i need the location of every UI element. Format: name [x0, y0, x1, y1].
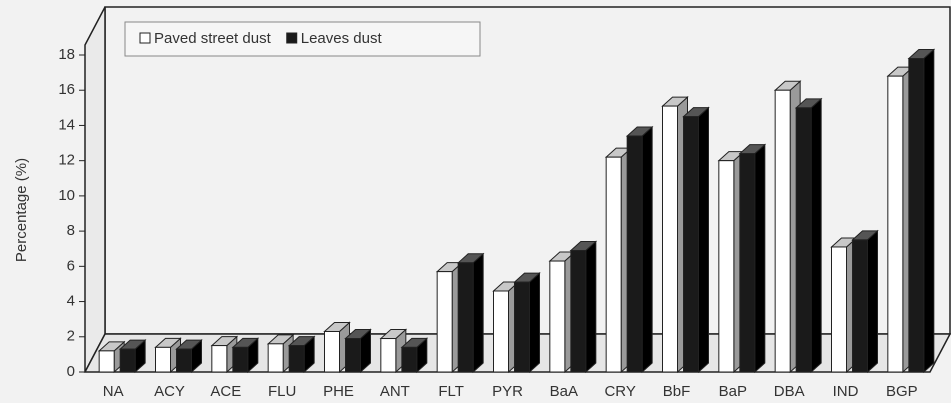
bar	[774, 89, 791, 373]
bar	[211, 345, 228, 373]
x-tick-label: CRY	[604, 383, 635, 400]
bar-side	[867, 229, 878, 374]
x-tick-label: BaA	[550, 383, 578, 400]
bar	[401, 346, 418, 373]
bar	[887, 75, 904, 373]
bar	[662, 105, 678, 373]
y-tick-label: 14	[58, 116, 75, 133]
bar	[119, 348, 136, 373]
bar-side	[529, 272, 540, 374]
legend-label: Paved street dust	[154, 30, 272, 47]
x-tick-label: BbF	[663, 383, 691, 400]
bar	[98, 350, 115, 373]
x-tick-label: PHE	[323, 383, 354, 400]
x-tick-label: ACY	[154, 383, 185, 400]
y-tick-label: 8	[67, 222, 75, 239]
bar-side	[810, 97, 822, 374]
y-tick-label: 12	[58, 152, 75, 169]
x-tick-label: BaP	[719, 383, 747, 400]
legend	[124, 21, 481, 57]
bar	[436, 271, 453, 373]
legend-label: Leaves dust	[301, 30, 383, 47]
bar-side	[754, 143, 766, 374]
bar	[718, 160, 735, 373]
bar	[908, 58, 925, 373]
y-tick-label: 2	[67, 328, 75, 345]
left-wall	[84, 6, 106, 373]
bar	[626, 135, 643, 373]
x-tick-label: BGP	[886, 383, 918, 400]
bar-side	[698, 106, 709, 374]
x-tick-label: FLU	[268, 383, 296, 400]
y-axis-label: Percentage (%)	[13, 158, 30, 262]
bar	[155, 346, 171, 373]
legend-swatch	[286, 32, 298, 44]
x-tick-label: NA	[103, 383, 124, 400]
bar	[605, 156, 622, 373]
bar	[267, 343, 284, 373]
bar	[795, 107, 812, 373]
bar	[852, 239, 868, 373]
y-tick-label: 4	[67, 293, 75, 310]
x-tick-label: ANT	[380, 383, 410, 400]
bar	[232, 346, 249, 373]
bar	[176, 348, 192, 373]
bar	[570, 249, 587, 373]
x-tick-label: IND	[833, 383, 859, 400]
y-tick-label: 0	[67, 363, 75, 380]
x-tick-label: PYR	[492, 383, 523, 400]
bar	[345, 338, 361, 373]
bar	[739, 153, 756, 373]
x-tick-label: ACE	[210, 383, 241, 400]
bar	[457, 262, 474, 373]
bar	[549, 260, 566, 373]
legend-swatch	[139, 32, 151, 44]
bar	[324, 330, 340, 373]
bar	[288, 345, 305, 373]
bar	[831, 246, 847, 373]
bar-side	[472, 252, 484, 374]
bar-side	[923, 48, 935, 374]
bar-side	[585, 240, 597, 374]
y-tick-label: 16	[58, 81, 75, 98]
y-tick-label: 10	[58, 187, 75, 204]
bar-side	[641, 125, 653, 374]
x-tick-label: DBA	[774, 383, 805, 400]
bar	[683, 116, 699, 373]
y-tick-label: 6	[67, 257, 75, 274]
bar	[493, 290, 509, 373]
bar	[514, 281, 530, 373]
y-tick-label: 18	[58, 46, 75, 63]
bar	[380, 338, 397, 373]
x-tick-label: FLT	[438, 383, 464, 400]
